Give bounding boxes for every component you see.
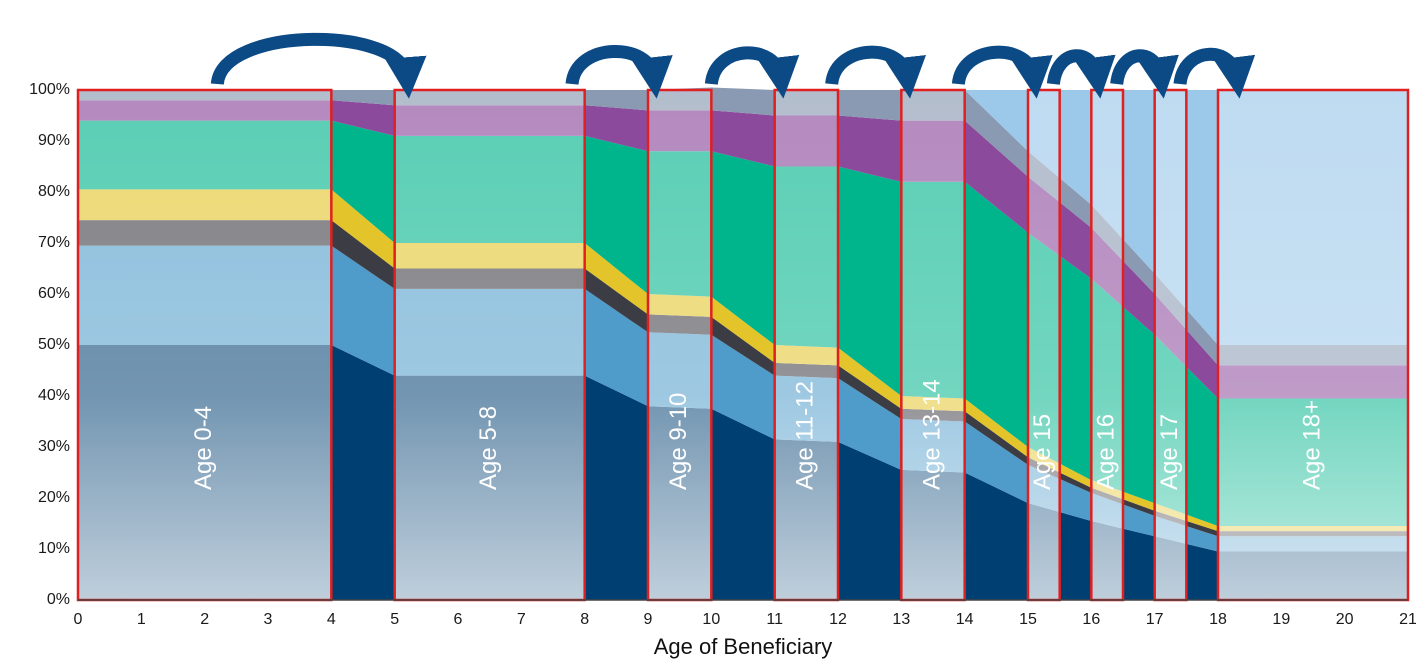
x-tick-label: 16 — [1082, 611, 1100, 628]
age-band-5: Age 13-14 — [900, 88, 966, 602]
y-tick-label: 90% — [38, 132, 70, 149]
y-tick-label: 70% — [38, 234, 70, 251]
y-tick-label: 40% — [38, 387, 70, 404]
transition-arrow-4 — [825, 45, 926, 99]
transition-arrow-8 — [1173, 47, 1256, 99]
transition-arrow-layer — [210, 32, 1256, 99]
age-band-rect — [393, 88, 586, 602]
x-tick-label: 4 — [327, 611, 336, 628]
age-band-label: Age 18+ — [1298, 400, 1325, 490]
age-band-8: Age 17 — [1153, 88, 1188, 602]
x-tick-label: 14 — [956, 611, 974, 628]
x-tick-label: 9 — [644, 611, 653, 628]
x-tick-label: 12 — [829, 611, 847, 628]
age-band-1: Age 0-4 — [76, 88, 333, 602]
x-axis-title: Age of Beneficiary — [654, 634, 833, 659]
age-band-3: Age 9-10 — [646, 88, 713, 602]
transition-arrow-6 — [1046, 49, 1116, 99]
y-tick-label: 100% — [29, 81, 70, 98]
x-tick-label: 3 — [264, 611, 273, 628]
transition-arrow-7 — [1110, 49, 1179, 99]
age-band-label: Age 0-4 — [190, 406, 217, 490]
x-tick-label: 17 — [1146, 611, 1164, 628]
age-band-rect — [76, 88, 333, 602]
age-band-label: Age 11-12 — [792, 381, 819, 490]
x-tick-label: 8 — [580, 611, 589, 628]
age-band-rect — [1216, 88, 1410, 602]
y-tick-labels: 0% 10% 20% 30% 40% 50% 60% 70% 80% 90% 100% — [29, 81, 70, 608]
transition-arrow-2 — [565, 44, 673, 99]
y-tick-label: 60% — [38, 285, 70, 302]
x-tick-label: 19 — [1272, 611, 1290, 628]
age-band-7: Age 16 — [1090, 88, 1125, 602]
age-band-label: Age 5-8 — [475, 406, 502, 490]
area-series-8 — [78, 87, 1408, 345]
x-tick-labels: 0 1 2 3 4 5 6 7 8 9 10 11 12 13 14 15 16 17 18 19 20 21 — [74, 611, 1416, 628]
age-band-rect — [1090, 88, 1125, 602]
x-tick-label: 21 — [1399, 611, 1416, 628]
age-band-label: Age 16 — [1093, 414, 1120, 490]
y-tick-label: 0% — [47, 591, 70, 608]
x-tick-label: 15 — [1019, 611, 1037, 628]
age-band-label: Age 9-10 — [665, 393, 692, 490]
age-band-rect — [1026, 88, 1061, 602]
age-band-label: Age 15 — [1029, 414, 1056, 490]
age-band-rect — [900, 88, 966, 602]
transition-arrow-5 — [951, 45, 1053, 99]
age-band-rect — [1153, 88, 1188, 602]
age-band-2: Age 5-8 — [393, 88, 586, 602]
y-tick-label: 10% — [38, 540, 70, 557]
x-tick-label: 2 — [200, 611, 209, 628]
transition-arrow-3 — [704, 46, 800, 99]
y-tick-label: 80% — [38, 183, 70, 200]
y-tick-label: 30% — [38, 438, 70, 455]
y-tick-label: 20% — [38, 489, 70, 506]
x-tick-label: 5 — [390, 611, 399, 628]
age-band-label: Age 17 — [1156, 414, 1183, 490]
age-band-label: Age 13-14 — [918, 379, 945, 490]
y-tick-label: 50% — [38, 336, 70, 353]
age-band-rect — [646, 88, 713, 602]
x-tick-label: 0 — [74, 611, 83, 628]
x-tick-label: 20 — [1336, 611, 1354, 628]
x-tick-label: 6 — [454, 611, 463, 628]
x-tick-label: 1 — [137, 611, 146, 628]
x-tick-label: 18 — [1209, 611, 1227, 628]
age-band-layer: Age 0-4 Age 5-8 Age 9-10 Age 11-12 Age 13-14… — [76, 88, 1410, 602]
x-tick-label: 10 — [702, 611, 720, 628]
x-tick-label: 13 — [892, 611, 910, 628]
age-band-rect — [773, 88, 840, 602]
x-tick-label: 11 — [766, 611, 783, 628]
x-tick-label: 7 — [517, 611, 526, 628]
age-band-6: Age 15 — [1026, 88, 1061, 602]
age-band-4: Age 11-12 — [773, 88, 840, 602]
age-band-9: Age 18+ — [1216, 88, 1410, 602]
transition-arrow-1 — [210, 32, 427, 99]
